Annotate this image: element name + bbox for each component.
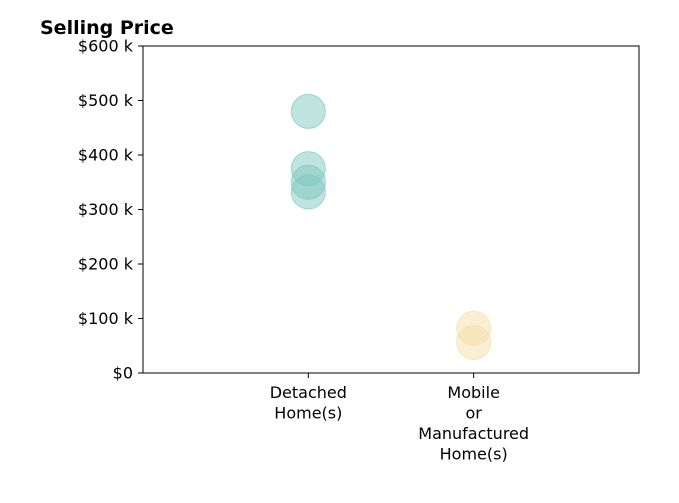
y-tick-label: $300 k — [78, 200, 134, 219]
y-tick-label: $500 k — [78, 91, 134, 110]
plot-area — [290, 93, 492, 360]
y-tick-label: $100 k — [78, 309, 134, 328]
x-tick-label: Detached Home(s) — [270, 383, 347, 423]
y-tick-label: $200 k — [78, 255, 134, 274]
data-point — [290, 174, 326, 210]
data-point — [456, 324, 492, 360]
y-tick-label: $0 — [113, 364, 133, 383]
axes: $0 $100 k $200 k $300 k $400 k $500 k $600 k De… — [78, 37, 640, 464]
y-tick-label: $600 k — [78, 37, 134, 56]
x-tick-label: Mobile or Manufactured Home(s) — [418, 383, 529, 464]
chart-title: Selling Price — [40, 17, 174, 39]
y-tick-label: $400 k — [78, 146, 134, 165]
data-point — [290, 93, 326, 129]
plot-frame — [142, 45, 640, 374]
